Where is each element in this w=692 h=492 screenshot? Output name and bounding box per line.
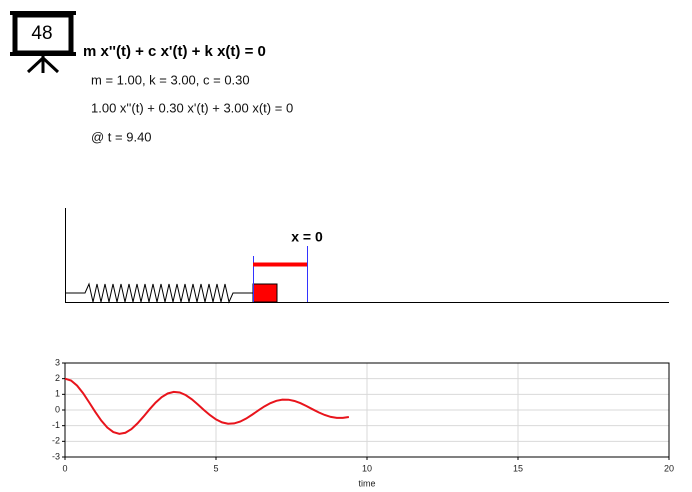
time-label: @ t = 9.40	[91, 129, 152, 144]
substituted-equation: 1.00 x''(t) + 0.30 x'(t) + 3.00 x(t) = 0	[91, 100, 293, 115]
x-tick-label: 10	[362, 463, 372, 473]
equation: m x''(t) + c x'(t) + k x(t) = 0	[83, 43, 266, 60]
icon-leg	[26, 56, 45, 74]
x-tick-label: 20	[664, 463, 674, 473]
spring	[66, 282, 253, 304]
plot: -3 -2 -1 0 1 2 3 0 5 10 15 20 time	[52, 357, 674, 488]
x-tick-label: 15	[513, 463, 523, 473]
mass	[252, 283, 278, 303]
parameters: m = 1.00, k = 3.00, c = 0.30	[91, 72, 250, 87]
equilibrium-label: x = 0	[291, 229, 323, 245]
x-axis-label: time	[358, 478, 375, 488]
y-tick-label: 1	[55, 389, 60, 399]
y-tick-label: -1	[52, 420, 60, 430]
simulation: x = 0	[65, 208, 669, 304]
x-tick-label: 0	[62, 463, 67, 473]
y-tick-label: -2	[52, 436, 60, 446]
y-tick-label: -3	[52, 451, 60, 461]
x-tick-label: 5	[213, 463, 218, 473]
plot-frame	[64, 362, 670, 458]
icon-leg	[41, 56, 60, 74]
y-tick-label: 2	[55, 373, 60, 383]
y-tick-label: 0	[55, 404, 60, 414]
icon-bar	[10, 52, 76, 56]
slide-number: 48	[31, 23, 52, 44]
y-tick-label: 3	[55, 357, 60, 367]
data-line	[64, 377, 350, 435]
slide-icon[interactable]: 48	[10, 11, 76, 74]
